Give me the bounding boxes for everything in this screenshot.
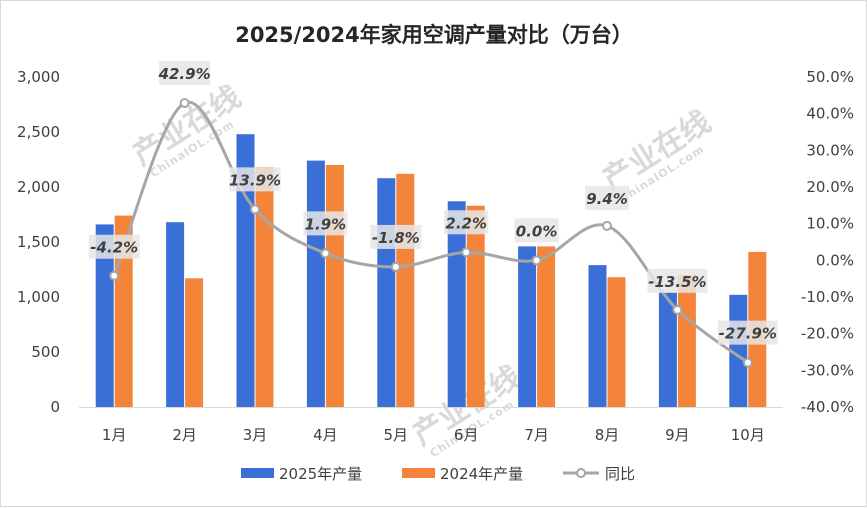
data-label-8: 9.4%: [586, 190, 628, 208]
legend-label-2025: 2025年产量: [279, 465, 362, 483]
data-label-6: 2.2%: [445, 214, 487, 232]
right-tick-6: 20.0%: [806, 178, 854, 196]
x-tick-9: 9月: [665, 426, 690, 444]
yoy-point-7: [531, 255, 542, 266]
left-tick-6: 3,000: [17, 68, 60, 86]
bar-2025-9: [658, 292, 677, 407]
left-tick-2: 1,000: [17, 288, 60, 306]
data-label-1: -4.2%: [90, 239, 138, 257]
bar-2025-4: [306, 160, 325, 407]
data-label-bg-6: [444, 210, 489, 235]
yoy-point-4: [320, 248, 331, 259]
left-tick-4: 2,000: [17, 178, 60, 196]
x-tick-6: 6月: [454, 426, 479, 444]
right-tick-0: -40.0%: [801, 398, 854, 416]
legend-label-yoy: 同比: [605, 465, 635, 483]
data-label-bg-7: [514, 218, 559, 243]
bar-2025-2: [166, 222, 185, 407]
bar-2024-4: [325, 165, 344, 407]
data-label-bg-5: [370, 224, 422, 249]
x-tick-10: 10月: [731, 426, 765, 444]
yoy-point-10: [742, 357, 753, 368]
bar-2025-1: [95, 224, 114, 407]
data-label-3: 13.9%: [229, 171, 281, 189]
yoy-point-9: [672, 304, 683, 315]
bar-2024-2: [185, 278, 204, 407]
yoy-point-2: [179, 98, 190, 109]
yoy-point-6: [461, 247, 472, 258]
data-label-bg-9: [647, 268, 708, 293]
yoy-point-1: [109, 270, 120, 281]
right-tick-8: 40.0%: [806, 105, 854, 123]
legend-swatch-2025: [241, 468, 274, 478]
right-axis-ticks: -40.0% -30.0% -20.0% -10.0% 0.0% 10.0% 20.0% 30…: [801, 68, 854, 416]
yoy-line-layer: [109, 98, 753, 368]
x-tick-2: 2月: [172, 426, 197, 444]
bar-2025-7: [518, 246, 537, 407]
data-label-4: 1.9%: [305, 215, 347, 233]
data-label-layer: -4.2% 42.9% 13.9% 1.9% -1.8% 2.2% 0.0% 9.4% -13.…: [88, 61, 778, 345]
right-tick-5: 10.0%: [806, 215, 854, 233]
bar-2024-5: [396, 173, 415, 407]
yoy-point-5: [390, 261, 401, 272]
data-label-bg-3: [229, 167, 281, 192]
x-tick-8: 8月: [595, 426, 620, 444]
bar-2024-3: [255, 167, 274, 407]
right-tick-2: -20.0%: [801, 325, 854, 343]
left-tick-3: 1,500: [17, 233, 60, 251]
data-label-7: 0.0%: [516, 222, 558, 240]
left-tick-5: 2,500: [17, 123, 60, 141]
yoy-point-8: [602, 220, 612, 231]
data-label-bg-10: [717, 320, 778, 345]
data-label-5: -1.8%: [372, 229, 420, 247]
data-label-bg-8: [585, 185, 629, 210]
right-tick-9: 50.0%: [806, 68, 854, 86]
bar-2025-8: [588, 265, 607, 407]
data-label-9: -13.5%: [648, 273, 706, 291]
x-tick-7: 7月: [524, 426, 549, 444]
yoy-point-3: [250, 204, 260, 215]
legend-label-2024: 2024年产量: [440, 465, 523, 483]
data-label-bg-2: [159, 61, 211, 86]
bar-2024-9: [677, 275, 696, 407]
data-label-10: -27.9%: [719, 325, 777, 343]
data-label-2: 42.9%: [158, 65, 211, 83]
right-tick-4: 0.0%: [816, 251, 854, 269]
bar-2024-7: [537, 246, 556, 407]
x-axis-ticks: 1月 2月 3月 4月 5月 6月 7月 8月 9月 10月: [102, 426, 765, 444]
data-label-bg-4: [303, 211, 348, 236]
yoy-line: [112, 100, 749, 364]
bar-2024-6: [466, 205, 485, 407]
bar-2025-5: [377, 178, 396, 407]
x-tick-4: 4月: [313, 426, 338, 444]
legend-marker-yoy: [576, 468, 586, 478]
legend-swatch-2024: [402, 468, 435, 478]
x-tick-3: 3月: [243, 426, 268, 444]
right-tick-1: -30.0%: [801, 361, 854, 379]
chart-title: 2025/2024年家用空调产量对比（万台）: [235, 23, 633, 47]
data-label-bg-1: [88, 234, 140, 259]
bar-layer: [95, 134, 767, 407]
x-tick-1: 1月: [102, 426, 127, 444]
left-tick-1: 500: [31, 343, 60, 361]
right-tick-3: -10.0%: [801, 288, 854, 306]
left-tick-0: 0: [50, 398, 60, 416]
x-tick-5: 5月: [384, 426, 409, 444]
left-axis-ticks: 0 500 1,000 1,500 2,000 2,500 3,000: [17, 68, 60, 416]
right-tick-7: 30.0%: [806, 141, 854, 159]
legend: 2025年产量 2024年产量 同比: [241, 465, 635, 483]
bar-2024-8: [607, 277, 626, 407]
